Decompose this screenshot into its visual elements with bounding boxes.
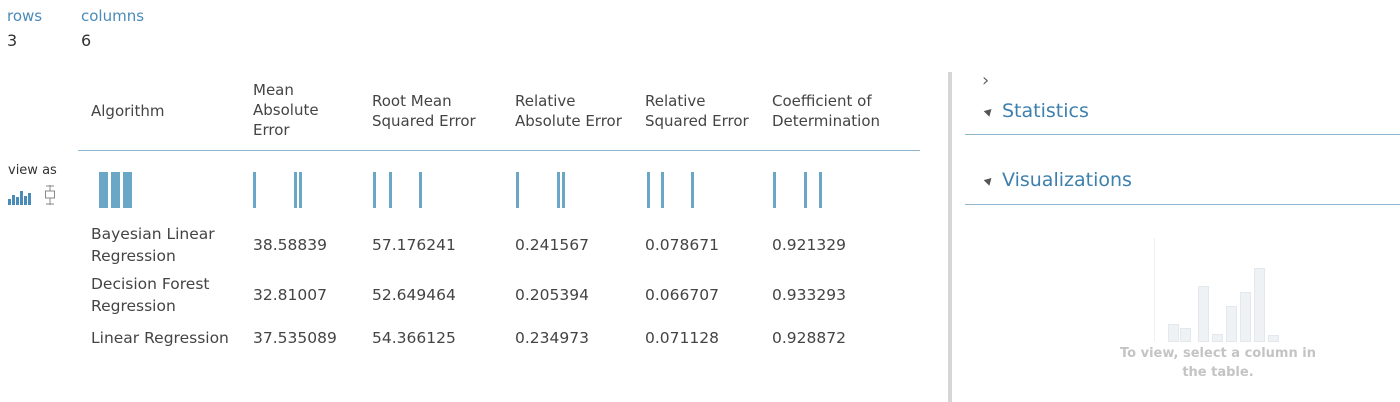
cell-rae[interactable]: 0.241567 <box>515 236 589 254</box>
cell-rae[interactable]: 0.205394 <box>515 286 589 304</box>
cell-cod[interactable]: 0.928872 <box>772 329 846 347</box>
histogram-rmse[interactable] <box>373 172 425 208</box>
cell-rae[interactable]: 0.234973 <box>515 329 589 347</box>
histogram-icon[interactable] <box>8 187 34 209</box>
statistics-section-header[interactable]: Statistics <box>983 100 1089 122</box>
header-mae[interactable]: Mean Absolute Error <box>253 81 319 139</box>
histogram-rse[interactable] <box>647 172 697 208</box>
collapse-triangle-icon <box>983 105 995 117</box>
chevron-right-icon[interactable]: › <box>982 70 990 91</box>
cell-mae[interactable]: 32.81007 <box>253 286 327 304</box>
cell-cod[interactable]: 0.921329 <box>772 236 846 254</box>
cell-rmse[interactable]: 54.366125 <box>372 329 456 347</box>
header-divider <box>78 150 920 151</box>
cell-rmse[interactable]: 57.176241 <box>372 236 456 254</box>
cell-rmse[interactable]: 52.649464 <box>372 286 456 304</box>
cell-cod[interactable]: 0.933293 <box>772 286 846 304</box>
visualizations-section-header[interactable]: Visualizations <box>983 169 1132 191</box>
histogram-cod[interactable] <box>773 172 825 208</box>
header-rae[interactable]: Relative Absolute Error <box>515 92 622 130</box>
collapse-triangle-icon <box>983 174 995 186</box>
header-cod[interactable]: Coefficient of Determination <box>772 92 881 130</box>
view-as-label: view as <box>8 163 57 178</box>
rows-label: rows <box>7 7 43 25</box>
visualization-hint: To view, select a column in the table. <box>1120 346 1316 380</box>
cell-algorithm[interactable]: Decision Forest Regression <box>91 275 210 315</box>
cell-mae[interactable]: 38.58839 <box>253 236 327 254</box>
header-rmse[interactable]: Root Mean Squared Error <box>372 92 476 130</box>
columns-value: 6 <box>81 31 92 50</box>
histogram-rae[interactable] <box>516 172 568 208</box>
cell-rse[interactable]: 0.066707 <box>645 286 719 304</box>
panel-splitter[interactable] <box>948 72 952 402</box>
visualizations-divider <box>965 204 1400 205</box>
histogram-algorithm[interactable] <box>99 172 135 208</box>
header-rse[interactable]: Relative Squared Error <box>645 92 749 130</box>
boxplot-icon[interactable] <box>44 185 56 209</box>
visualizations-title: Visualizations <box>1002 169 1132 191</box>
cell-rse[interactable]: 0.071128 <box>645 329 719 347</box>
cell-algorithm[interactable]: Linear Regression <box>91 329 229 347</box>
header-algorithm[interactable]: Algorithm <box>91 102 165 120</box>
columns-label: columns <box>81 7 145 25</box>
cell-mae[interactable]: 37.535089 <box>253 329 337 347</box>
statistics-divider <box>965 134 1400 135</box>
rows-value: 3 <box>7 31 18 50</box>
statistics-title: Statistics <box>1002 100 1089 122</box>
cell-algorithm[interactable]: Bayesian Linear Regression <box>91 225 215 265</box>
cell-rse[interactable]: 0.078671 <box>645 236 719 254</box>
placeholder-chart-icon <box>1150 238 1290 342</box>
histogram-mae[interactable] <box>253 172 303 208</box>
